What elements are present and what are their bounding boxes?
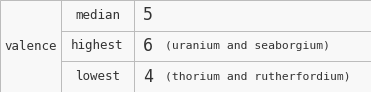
Text: 4: 4	[143, 68, 153, 86]
Text: valence: valence	[4, 39, 57, 53]
Text: lowest: lowest	[75, 70, 120, 83]
Text: 5: 5	[143, 6, 153, 24]
Text: median: median	[75, 9, 120, 22]
Text: (uranium and seaborgium): (uranium and seaborgium)	[165, 41, 330, 51]
Text: (thorium and rutherfordium): (thorium and rutherfordium)	[165, 72, 351, 82]
Text: 6: 6	[143, 37, 153, 55]
Text: highest: highest	[71, 39, 124, 53]
